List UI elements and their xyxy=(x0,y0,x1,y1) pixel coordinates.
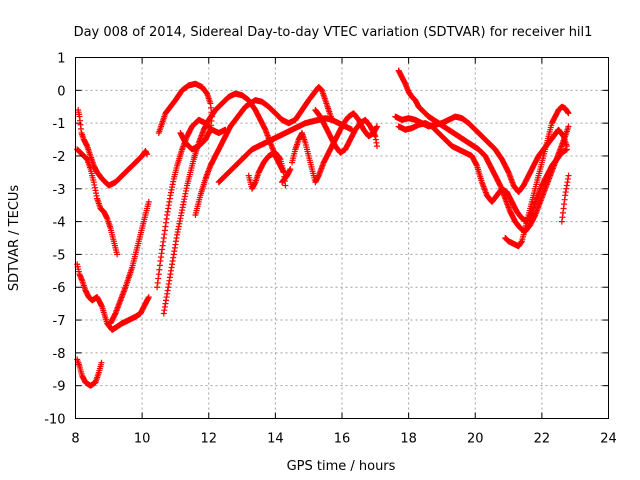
data-point xyxy=(565,110,572,117)
data-point xyxy=(114,251,121,258)
data-point xyxy=(287,166,294,173)
y-tick-label: -3 xyxy=(53,183,66,198)
x-tick-label: 18 xyxy=(400,432,417,447)
x-tick-label: 8 xyxy=(71,432,79,447)
y-tick-label: -10 xyxy=(44,413,65,428)
x-tick-label: 16 xyxy=(334,432,351,447)
x-tick-label: 22 xyxy=(534,432,551,447)
y-tick-label: 0 xyxy=(57,84,65,99)
x-tick-label: 12 xyxy=(200,432,217,447)
series-track-13 xyxy=(312,107,380,156)
data-point xyxy=(563,146,570,153)
series-track-8 xyxy=(155,80,216,153)
series-track-20 xyxy=(279,166,294,186)
y-tick-label: 1 xyxy=(57,52,65,67)
y-axis-label: SDTVAR / TECUs xyxy=(7,185,22,292)
y-tick-label: -5 xyxy=(53,248,66,263)
data-point xyxy=(565,123,572,130)
y-tick-label: -2 xyxy=(53,150,66,165)
y-tick-label: -6 xyxy=(53,281,66,296)
data-point xyxy=(565,172,572,179)
series-track-1 xyxy=(75,107,151,189)
series-track-5 xyxy=(74,356,105,389)
series-track-18 xyxy=(502,103,572,250)
y-tick-label: -1 xyxy=(53,117,66,132)
series-track-3 xyxy=(74,261,152,333)
series-track-10 xyxy=(215,115,355,186)
x-tick-label: 20 xyxy=(467,432,484,447)
data-point xyxy=(373,143,380,150)
axes: 10-1-2-3-4-5-6-7-8-9-108 10 12 14 16 18 20 22 24 xyxy=(44,52,617,447)
data-point xyxy=(145,294,152,301)
series-track-14 xyxy=(395,67,489,159)
series-track-19 xyxy=(558,172,572,225)
y-tick-label: -7 xyxy=(53,314,66,329)
x-axis-label: GPS time / hours xyxy=(287,459,396,474)
data-point xyxy=(177,129,184,136)
series-track-2 xyxy=(74,146,121,258)
plot-area xyxy=(74,67,572,389)
x-tick-label: 10 xyxy=(134,432,151,447)
y-tick-label: -4 xyxy=(53,216,66,231)
data-point xyxy=(145,198,152,205)
data-point xyxy=(282,182,289,189)
series-track-9 xyxy=(192,84,336,219)
data-point xyxy=(144,151,151,158)
series-track-4 xyxy=(107,198,152,327)
series-track-17 xyxy=(482,123,572,235)
chart-title: Day 008 of 2014, Sidereal Day-to-day VTE… xyxy=(74,25,593,40)
x-tick-label: 24 xyxy=(600,432,617,447)
data-point xyxy=(98,359,105,366)
series-track-15 xyxy=(392,113,570,196)
y-tick-label: -9 xyxy=(53,380,66,395)
data-point xyxy=(373,123,380,130)
y-tick-label: -8 xyxy=(53,347,66,362)
x-tick-label: 14 xyxy=(267,432,284,447)
